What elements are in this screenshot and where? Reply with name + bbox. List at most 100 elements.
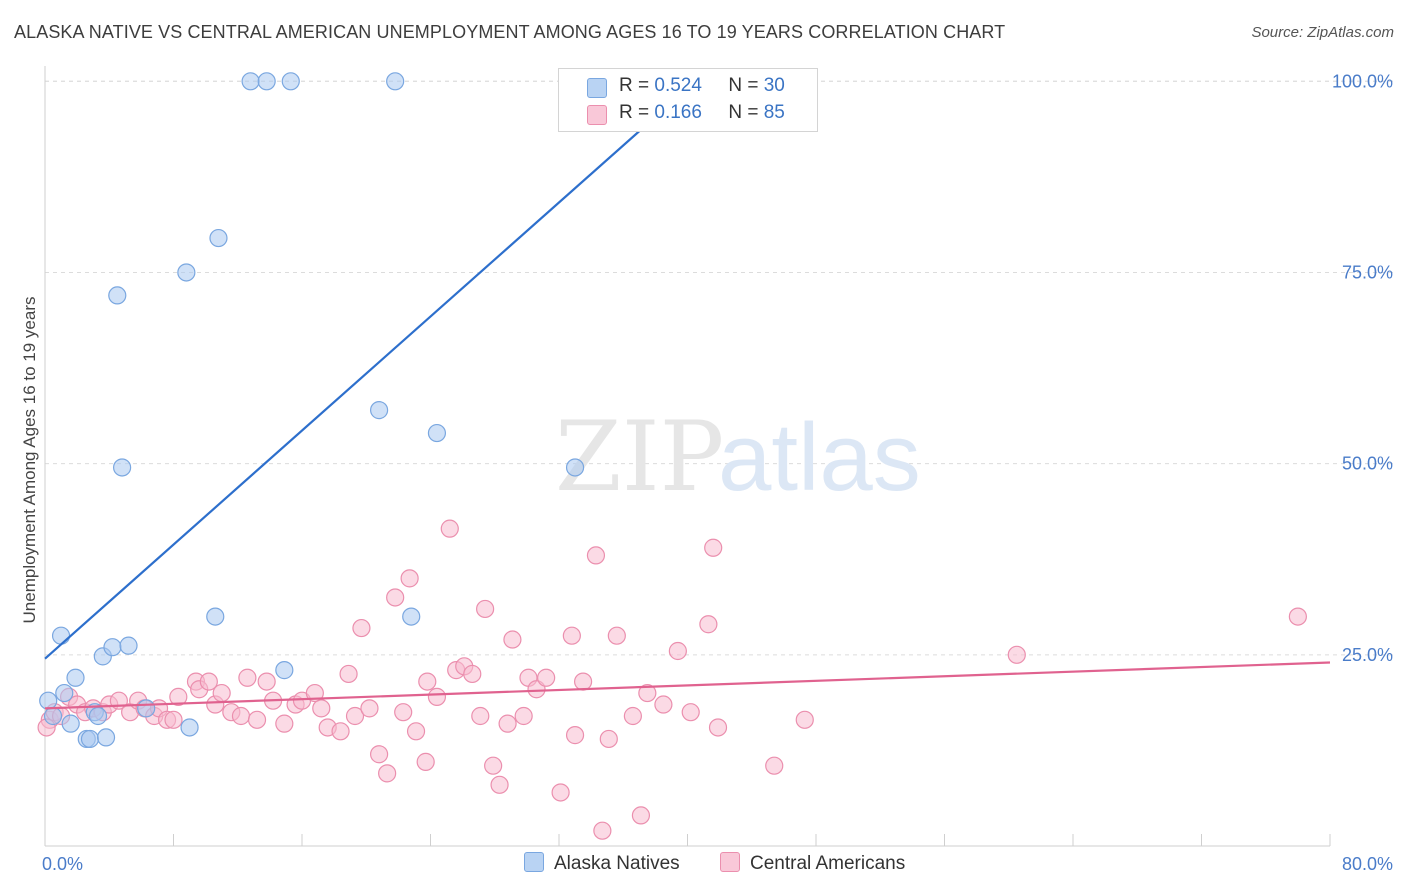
bottom-legend-label: Central Americans	[750, 853, 906, 874]
central-americans-point	[339, 664, 358, 684]
central-americans-point	[537, 668, 556, 687]
alaska-natives-point	[43, 706, 63, 726]
y-tick-label: 100.0%	[1332, 71, 1393, 91]
legend-r-value: 0.166	[654, 102, 702, 123]
central-americans-point	[427, 687, 447, 706]
central-americans-point	[331, 722, 350, 741]
alaska-natives-point	[103, 638, 122, 657]
central-americans-point	[212, 683, 231, 703]
watermark-atlas: atlas	[718, 404, 921, 511]
source-label: Source: ZipAtlas.com	[1251, 24, 1394, 41]
central-americans-point	[586, 546, 606, 565]
alaska-natives-point	[88, 706, 108, 726]
central-americans-point	[416, 752, 435, 771]
bottom-legend-alaska-natives: Alaska Natives	[524, 852, 680, 875]
alaska-natives-point	[96, 728, 116, 747]
central-americans-point	[386, 588, 405, 607]
y-tick-label: 25.0%	[1342, 645, 1393, 665]
legend-r-label: R =	[619, 75, 650, 96]
central-americans-point	[681, 703, 700, 722]
central-americans-point	[406, 722, 426, 741]
alaska-natives-point	[66, 668, 85, 687]
central-americans-point	[607, 626, 626, 645]
alaska-natives-point	[281, 72, 300, 91]
alaska-natives-point	[80, 729, 100, 749]
central-americans-point	[238, 668, 257, 687]
alaska-natives-point	[370, 401, 389, 420]
central-americans-point	[490, 775, 509, 794]
central-americans-point	[231, 706, 251, 726]
legend-n-label: N =	[728, 75, 759, 96]
central-americans-point	[476, 599, 495, 619]
central-americans-point	[400, 569, 419, 588]
bottom-legend-swatch-blue	[524, 852, 544, 872]
central-americans-point	[199, 672, 218, 691]
central-americans-point	[562, 626, 581, 645]
legend-swatch-pink	[587, 105, 607, 125]
alaska-natives-point	[386, 72, 405, 91]
trend-lines	[44, 80, 1331, 710]
central-americans-point	[257, 672, 276, 691]
axes	[44, 66, 1331, 847]
central-americans-point	[370, 745, 389, 764]
bottom-legend-central-americans: Central Americans	[720, 852, 905, 875]
alaska-natives-point	[112, 458, 132, 477]
alaska-natives-point	[257, 72, 276, 91]
central-americans-point	[704, 538, 723, 557]
chart-title: ALASKA NATIVE VS CENTRAL AMERICAN UNEMPL…	[14, 22, 1006, 42]
central-americans-point	[360, 699, 379, 718]
legend-swatch-blue	[587, 78, 607, 98]
alaska-natives-point	[177, 263, 196, 282]
central-americans-point	[699, 615, 718, 634]
central-americans-point	[514, 706, 533, 726]
central-americans-point	[418, 672, 437, 691]
central-americans-point	[305, 683, 324, 703]
alaska-natives-point	[61, 714, 80, 733]
alaska-natives-point	[241, 72, 260, 91]
central-americans-point	[503, 630, 522, 649]
central-americans-point	[169, 687, 188, 706]
alaska-natives-trend-line	[44, 80, 697, 660]
y-tick-label: 75.0%	[1342, 262, 1393, 282]
alaska-natives-point	[402, 607, 421, 626]
grid-lines	[45, 80, 1395, 656]
central-americans-point	[1288, 607, 1307, 626]
central-americans-point	[498, 714, 517, 733]
x-tick-label: 80.0%	[1342, 854, 1393, 874]
legend-r-label: R =	[619, 102, 650, 123]
tick-labels: 25.0% 50.0% 75.0% 100.0% 0.0% 80.0%	[42, 71, 1393, 874]
central-americans-point	[463, 664, 482, 684]
central-americans-trend-line	[44, 661, 1331, 710]
bottom-legend-label: Alaska Natives	[554, 853, 680, 874]
central-americans-point	[708, 718, 728, 737]
watermark: ZIP atlas	[555, 401, 921, 513]
legend-n-value: 85	[763, 102, 785, 123]
alaska-natives-point	[119, 636, 138, 655]
alaska-natives-point	[39, 691, 58, 710]
central-americans-point	[394, 703, 413, 722]
central-americans-point	[565, 726, 585, 745]
central-americans-point	[599, 729, 618, 749]
central-americans-point	[164, 710, 183, 729]
central-americans-point	[654, 695, 673, 714]
central-americans-point	[1007, 645, 1026, 664]
correlation-legend: R = 0.524 N = 30 R = 0.166 N = 85	[558, 68, 818, 132]
central-americans-point	[593, 821, 612, 840]
central-americans-point	[440, 519, 459, 538]
alaska-natives-point	[180, 718, 199, 737]
x-tick-label: 0.0%	[42, 854, 83, 874]
central-americans-point	[638, 683, 657, 703]
alaska-natives-point	[206, 607, 225, 626]
alaska-natives-points	[39, 72, 585, 749]
alaska-natives-point	[565, 458, 585, 477]
central-americans-point	[275, 714, 294, 733]
central-americans-point	[312, 699, 331, 718]
alaska-natives-point	[209, 228, 228, 248]
central-americans-point	[484, 756, 503, 775]
watermark-zip: ZIP	[555, 401, 724, 513]
central-americans-point	[765, 756, 784, 775]
legend-n-label: N =	[728, 102, 759, 123]
alaska-natives-point	[108, 286, 127, 305]
alaska-natives-point	[137, 699, 156, 718]
